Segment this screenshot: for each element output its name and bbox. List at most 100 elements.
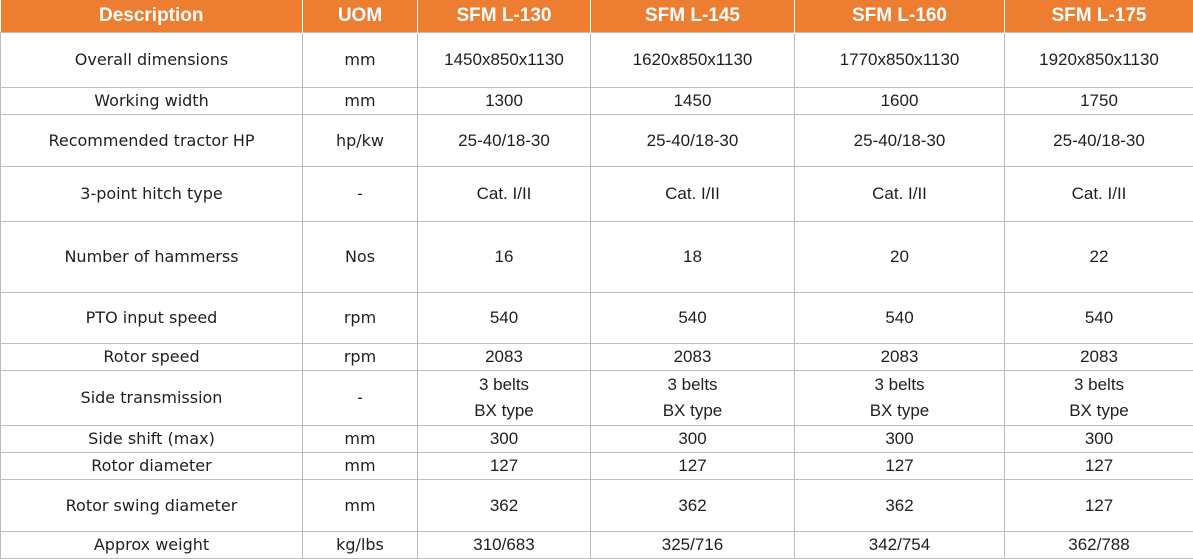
- row-uom: mm: [303, 88, 418, 115]
- row-description: PTO input speed: [1, 293, 303, 344]
- row-value: 1770x850x1130: [795, 33, 1005, 88]
- row-uom: rpm: [303, 344, 418, 371]
- table-row: 3-point hitch type - Cat. I/II Cat. I/II…: [1, 167, 1193, 222]
- row-uom: Nos: [303, 222, 418, 293]
- header-sfm-l-175: SFM L-175: [1005, 0, 1193, 33]
- row-value: 25-40/18-30: [591, 115, 795, 167]
- table-row: Side transmission - 3 belts BX type 3 be…: [1, 371, 1193, 426]
- row-value: 20: [795, 222, 1005, 293]
- table-row: Recommended tractor HP hp/kw 25-40/18-30…: [1, 115, 1193, 167]
- row-value: 127: [1005, 453, 1193, 480]
- table-row: Side shift (max) mm 300 300 300 300: [1, 426, 1193, 453]
- row-value-line: BX type: [422, 398, 586, 424]
- row-uom: -: [303, 167, 418, 222]
- row-description: Recommended tractor HP: [1, 115, 303, 167]
- row-value: 1750: [1005, 88, 1193, 115]
- row-description: Rotor diameter: [1, 453, 303, 480]
- row-value-line: BX type: [595, 398, 790, 424]
- row-value: 325/716: [591, 532, 795, 559]
- row-value: 25-40/18-30: [418, 115, 591, 167]
- row-uom: -: [303, 371, 418, 426]
- row-value: 540: [1005, 293, 1193, 344]
- row-uom: mm: [303, 480, 418, 532]
- header-sfm-l-145: SFM L-145: [591, 0, 795, 33]
- row-value: 22: [1005, 222, 1193, 293]
- row-value: 1600: [795, 88, 1005, 115]
- row-value: 16: [418, 222, 591, 293]
- table-row: Rotor speed rpm 2083 2083 2083 2083: [1, 344, 1193, 371]
- row-value: 127: [418, 453, 591, 480]
- row-description: Side transmission: [1, 371, 303, 426]
- row-description: Side shift (max): [1, 426, 303, 453]
- row-value: 127: [1005, 480, 1193, 532]
- row-description: Rotor swing diameter: [1, 480, 303, 532]
- row-value: 2083: [591, 344, 795, 371]
- row-description: Working width: [1, 88, 303, 115]
- row-value: Cat. I/II: [591, 167, 795, 222]
- row-value: 300: [591, 426, 795, 453]
- row-uom: hp/kw: [303, 115, 418, 167]
- row-value: 127: [591, 453, 795, 480]
- row-value: 310/683: [418, 532, 591, 559]
- row-value-line: BX type: [799, 398, 1000, 424]
- row-value-line: 3 belts: [595, 372, 790, 398]
- row-value: 362: [795, 480, 1005, 532]
- row-value: Cat. I/II: [1005, 167, 1193, 222]
- table-row: Approx weight kg/lbs 310/683 325/716 342…: [1, 532, 1193, 559]
- row-value-line: 3 belts: [1009, 372, 1189, 398]
- row-value-line: 3 belts: [422, 372, 586, 398]
- row-description: Rotor speed: [1, 344, 303, 371]
- table-row: Working width mm 1300 1450 1600 1750: [1, 88, 1193, 115]
- table-row: PTO input speed rpm 540 540 540 540: [1, 293, 1193, 344]
- row-value: 540: [418, 293, 591, 344]
- row-value: 18: [591, 222, 795, 293]
- row-uom: mm: [303, 453, 418, 480]
- header-sfm-l-160: SFM L-160: [795, 0, 1005, 33]
- row-value: 1300: [418, 88, 591, 115]
- row-value: 1450x850x1130: [418, 33, 591, 88]
- row-value: 3 belts BX type: [795, 371, 1005, 426]
- row-description: Overall dimensions: [1, 33, 303, 88]
- header-description: Description: [1, 0, 303, 33]
- header-row: Description UOM SFM L-130 SFM L-145 SFM …: [1, 0, 1193, 33]
- table-row: Rotor diameter mm 127 127 127 127: [1, 453, 1193, 480]
- row-value: 3 belts BX type: [591, 371, 795, 426]
- header-sfm-l-130: SFM L-130: [418, 0, 591, 33]
- row-value: 300: [418, 426, 591, 453]
- row-description: 3-point hitch type: [1, 167, 303, 222]
- row-description: Approx weight: [1, 532, 303, 559]
- row-value: 25-40/18-30: [795, 115, 1005, 167]
- row-value: 2083: [795, 344, 1005, 371]
- table-row: Overall dimensions mm 1450x850x1130 1620…: [1, 33, 1193, 88]
- header-uom: UOM: [303, 0, 418, 33]
- row-value: 2083: [418, 344, 591, 371]
- row-description: Number of hammerss: [1, 222, 303, 293]
- row-uom: mm: [303, 426, 418, 453]
- row-value: 1450: [591, 88, 795, 115]
- row-value: 25-40/18-30: [1005, 115, 1193, 167]
- row-value: 300: [795, 426, 1005, 453]
- row-uom: mm: [303, 33, 418, 88]
- row-value: 362: [418, 480, 591, 532]
- row-value: 362: [591, 480, 795, 532]
- row-value: 342/754: [795, 532, 1005, 559]
- table-row: Rotor swing diameter mm 362 362 362 127: [1, 480, 1193, 532]
- row-value: 2083: [1005, 344, 1193, 371]
- row-value: 3 belts BX type: [1005, 371, 1193, 426]
- row-uom: rpm: [303, 293, 418, 344]
- row-value: 362/788: [1005, 532, 1193, 559]
- table-row: Number of hammerss Nos 16 18 20 22: [1, 222, 1193, 293]
- row-value-line: BX type: [1009, 398, 1189, 424]
- row-value: Cat. I/II: [418, 167, 591, 222]
- row-value: 540: [795, 293, 1005, 344]
- row-value: 3 belts BX type: [418, 371, 591, 426]
- row-value: Cat. I/II: [795, 167, 1005, 222]
- row-uom: kg/lbs: [303, 532, 418, 559]
- row-value: 300: [1005, 426, 1193, 453]
- row-value: 1620x850x1130: [591, 33, 795, 88]
- row-value: 127: [795, 453, 1005, 480]
- row-value: 540: [591, 293, 795, 344]
- row-value: 1920x850x1130: [1005, 33, 1193, 88]
- row-value-line: 3 belts: [799, 372, 1000, 398]
